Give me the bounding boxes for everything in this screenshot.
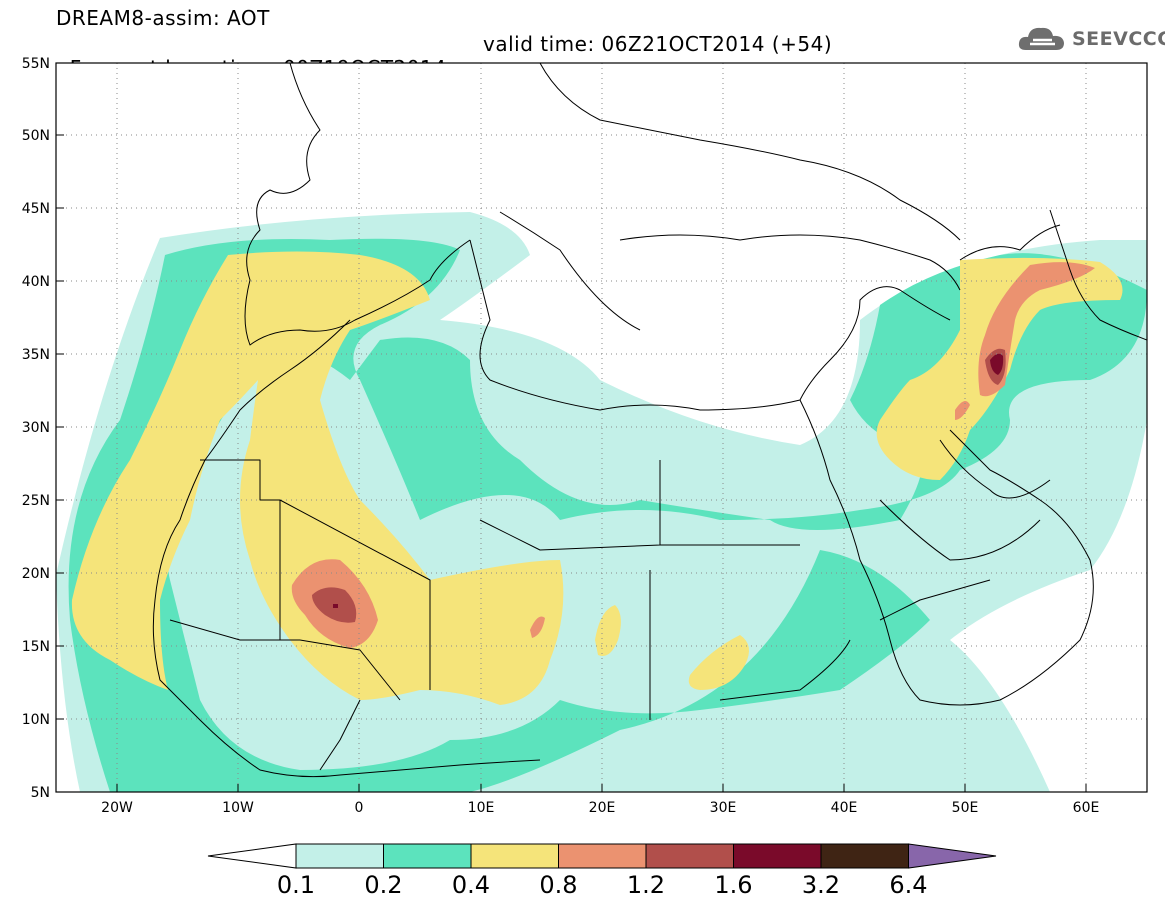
seevccc-logo: SEEVCCC bbox=[1018, 22, 1165, 56]
colorbar-labels: 0.1 0.2 0.4 0.8 1.2 1.6 3.2 6.4 bbox=[277, 871, 928, 899]
lat-label: 40N bbox=[22, 274, 50, 290]
aot-level-0-8-east bbox=[978, 262, 1095, 397]
tick-marks bbox=[56, 62, 1087, 792]
map-title: DREAM8-assim: AOT bbox=[56, 6, 270, 30]
colorbar bbox=[207, 843, 997, 869]
colorbar-box bbox=[470, 843, 559, 869]
aot-level-1-6 bbox=[990, 353, 1004, 375]
lon-label: 40E bbox=[831, 800, 858, 816]
lat-label: 45N bbox=[22, 201, 50, 217]
lon-label: 20W bbox=[101, 800, 133, 816]
lon-label: 10W bbox=[222, 800, 254, 816]
colorbar-label: 0.8 bbox=[539, 871, 577, 899]
lat-label: 10N bbox=[22, 712, 50, 728]
lon-labels: 20W 10W 0 10E 20E 30E 40E 50E 60E bbox=[101, 800, 1099, 816]
colorbar-box bbox=[820, 843, 909, 869]
colorbar-box bbox=[383, 843, 472, 869]
lon-label: 50E bbox=[952, 800, 979, 816]
lat-label: 5N bbox=[31, 785, 50, 801]
colorbar-label: 0.2 bbox=[364, 871, 402, 899]
colorbar-label: 3.2 bbox=[802, 871, 840, 899]
lat-label: 25N bbox=[22, 493, 50, 509]
lat-label: 20N bbox=[22, 566, 50, 582]
coastlines-and-borders bbox=[152, 63, 1147, 778]
lat-label: 55N bbox=[22, 56, 50, 72]
colorbar-box bbox=[645, 843, 734, 869]
logo-text: SEEVCCC bbox=[1072, 28, 1165, 50]
aot-level-0-8-chad bbox=[530, 616, 545, 638]
lat-lon-grid bbox=[56, 63, 1147, 792]
lon-label: 30E bbox=[710, 800, 737, 816]
colorbar-low-arrow bbox=[207, 843, 297, 869]
colorbar-box bbox=[295, 843, 384, 869]
cloud-icon bbox=[1018, 27, 1064, 50]
lat-label: 30N bbox=[22, 420, 50, 436]
colorbar-label: 1.6 bbox=[714, 871, 752, 899]
colorbar-label: 1.2 bbox=[627, 871, 665, 899]
colorbar-label: 0.4 bbox=[452, 871, 490, 899]
aot-level-0-4-sudan bbox=[688, 635, 749, 690]
valid-time: valid time: 06Z21OCT2014 (+54) bbox=[483, 32, 833, 56]
lon-label: 60E bbox=[1073, 800, 1100, 816]
lon-label: 0 bbox=[355, 800, 364, 816]
lon-label: 20E bbox=[589, 800, 616, 816]
colorbar-box bbox=[558, 843, 647, 869]
colorbar-box bbox=[733, 843, 822, 869]
aot-level-0-8-gulf bbox=[955, 401, 970, 420]
colorbar-label: 0.1 bbox=[277, 871, 315, 899]
colorbar-high-arrow bbox=[908, 843, 997, 869]
colorbar-label: 6.4 bbox=[889, 871, 927, 899]
aot-level-0-4 bbox=[71, 251, 564, 705]
aot-level-0-2 bbox=[68, 238, 1147, 792]
lat-label: 50N bbox=[22, 128, 50, 144]
lat-label: 15N bbox=[22, 639, 50, 655]
lon-label: 10E bbox=[468, 800, 495, 816]
lat-labels: 55N 50N 45N 40N 35N 30N 25N 20N 15N 10N … bbox=[22, 56, 50, 801]
aot-shading bbox=[56, 63, 1147, 792]
aot-level-1-6-west bbox=[333, 604, 338, 608]
lat-label: 35N bbox=[22, 347, 50, 363]
aot-level-0-4-chad bbox=[595, 605, 621, 656]
